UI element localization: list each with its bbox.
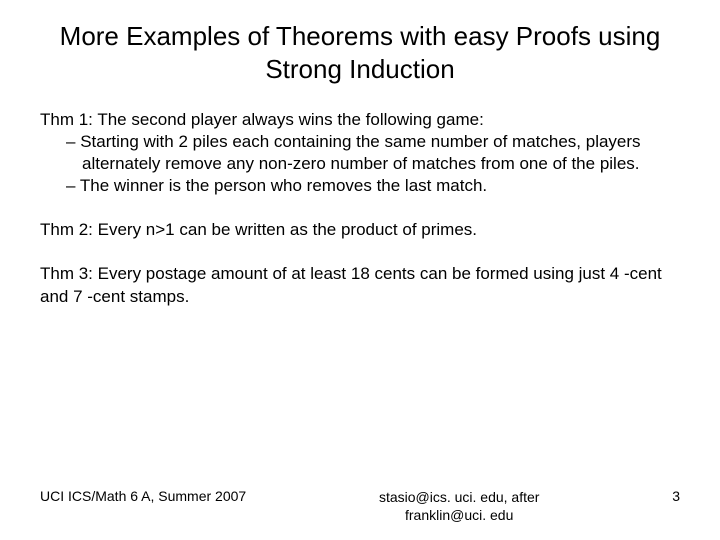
- theorem-3: Thm 3: Every postage amount of at least …: [40, 263, 680, 307]
- slide-body: Thm 1: The second player always wins the…: [30, 109, 690, 308]
- page-number: 3: [672, 488, 680, 504]
- thm1-sub2: The winner is the person who removes the…: [40, 175, 680, 197]
- thm1-sub1: Starting with 2 piles each containing th…: [40, 131, 680, 175]
- slide-title: More Examples of Theorems with easy Proo…: [30, 20, 690, 85]
- footer: UCI ICS/Math 6 A, Summer 2007 stasio@ics…: [0, 488, 720, 524]
- footer-center-line1: stasio@ics. uci. edu, after: [379, 489, 540, 505]
- thm1-lead: Thm 1: The second player always wins the…: [40, 109, 680, 131]
- thm3-text: Thm 3: Every postage amount of at least …: [40, 263, 680, 307]
- footer-center-line2: franklin@uci. edu: [405, 507, 513, 523]
- theorem-2: Thm 2: Every n>1 can be written as the p…: [40, 219, 680, 241]
- thm2-text: Thm 2: Every n>1 can be written as the p…: [40, 219, 680, 241]
- slide-container: More Examples of Theorems with easy Proo…: [0, 0, 720, 540]
- footer-left: UCI ICS/Math 6 A, Summer 2007: [40, 488, 246, 504]
- theorem-1: Thm 1: The second player always wins the…: [40, 109, 680, 197]
- footer-center: stasio@ics. uci. edu, after franklin@uci…: [246, 488, 672, 524]
